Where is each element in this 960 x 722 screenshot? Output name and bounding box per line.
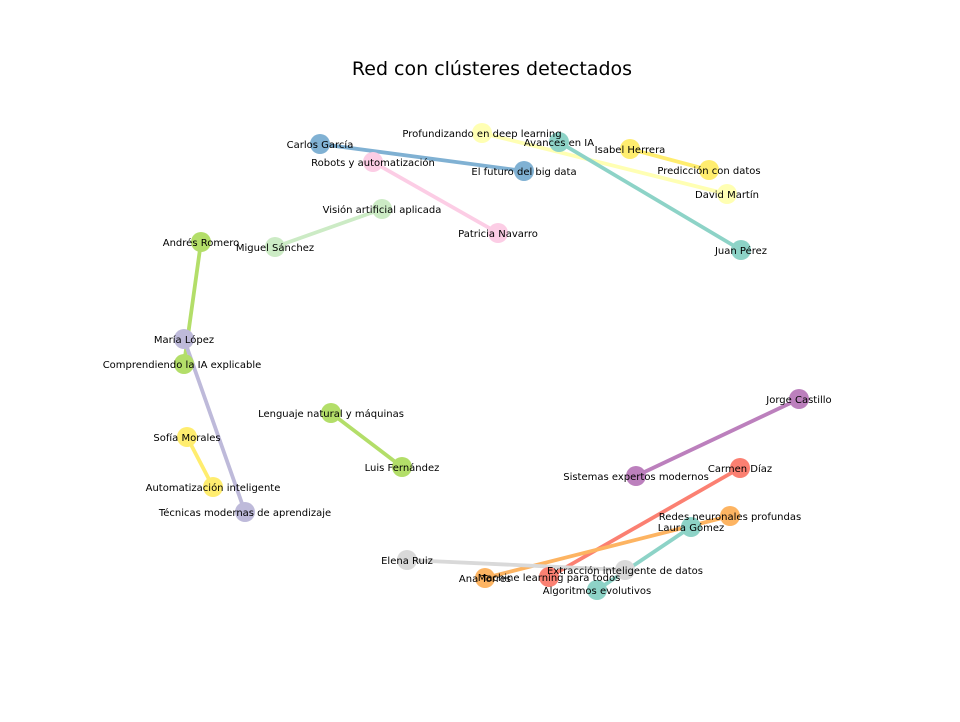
- node-label-andres: Andrés Romero: [163, 237, 239, 249]
- node-label-carmen: Carmen Díaz: [708, 463, 772, 475]
- edge-laura-algoritmos: [595, 525, 693, 592]
- edge-jorge-sistemas: [634, 397, 801, 478]
- node-futuro: [514, 161, 534, 181]
- node-label-patricia: Patricia Navarro: [458, 229, 538, 240]
- node-sofia: [177, 427, 197, 447]
- node-label-tecnicas: Técnicas modernas de aprendizaje: [158, 507, 331, 519]
- node-lenguaje: [321, 403, 341, 423]
- edge-carlos-futuro: [318, 142, 526, 173]
- node-label-sofia: Sofía Morales: [153, 432, 220, 444]
- node-juan: [731, 240, 751, 260]
- edge-isabel-prediccion: [628, 147, 711, 172]
- node-label-isabel: Isabel Herrera: [595, 145, 666, 156]
- node-ana: [475, 568, 495, 588]
- edge-robots-patricia: [371, 160, 500, 235]
- edge-lenguaje-luis: [329, 411, 404, 469]
- labels-layer: Carlos García El futuro del big data Robot…: [103, 129, 832, 597]
- node-label-profundizando: Profundizando en deep learning: [402, 129, 561, 140]
- chart-title: Red con clústeres detectados: [351, 58, 633, 80]
- nodes-layer: [174, 123, 809, 600]
- node-label-sistemas: Sistemas expertos modernos: [563, 472, 709, 483]
- node-label-automatizacion: Automatización inteligente: [146, 482, 281, 494]
- node-prediccion: [699, 160, 719, 180]
- node-label-elena: Elena Ruiz: [381, 556, 433, 567]
- node-label-robots: Robots y automatización: [311, 157, 435, 169]
- node-patricia: [488, 223, 508, 243]
- node-label-ana: Ana Torres: [459, 574, 511, 585]
- node-label-maria: María López: [154, 334, 214, 346]
- node-label-laura: Laura Gómez: [658, 522, 724, 534]
- node-luis: [392, 457, 412, 477]
- node-label-david: David Martín: [695, 189, 759, 201]
- node-extraccion: [615, 560, 635, 580]
- node-label-avances: Avances en IA: [524, 138, 594, 149]
- node-carmen: [730, 458, 750, 478]
- node-david: [717, 184, 737, 204]
- edge-carmen-machine: [547, 466, 742, 579]
- node-isabel: [620, 139, 640, 159]
- node-carlos: [310, 134, 330, 154]
- node-label-algoritmos: Algoritmos evolutivos: [543, 586, 651, 597]
- node-label-machine: Machine learning para todos: [478, 573, 621, 584]
- edge-elena-extraccion: [405, 558, 627, 572]
- node-tecnicas: [235, 502, 255, 522]
- node-miguel: [265, 237, 285, 257]
- node-andres: [191, 232, 211, 252]
- node-jorge: [789, 389, 809, 409]
- node-redes: [720, 506, 740, 526]
- node-comprendiendo: [174, 354, 194, 374]
- node-label-juan: Juan Pérez: [714, 245, 767, 257]
- node-label-prediccion: Predicción con datos: [657, 165, 760, 177]
- node-label-carlos: Carlos García: [287, 139, 354, 151]
- node-vision: [372, 199, 392, 219]
- node-profundizando: [472, 123, 492, 143]
- node-label-extraccion: Extracción inteligente de datos: [547, 565, 703, 577]
- node-label-miguel: Miguel Sánchez: [236, 242, 314, 254]
- node-algoritmos: [587, 580, 607, 600]
- edge-vision-miguel: [273, 207, 384, 249]
- node-label-luis: Luis Fernández: [365, 462, 440, 474]
- edge-maria-tecnicas: [182, 337, 247, 514]
- node-elena: [397, 550, 417, 570]
- node-laura: [681, 517, 701, 537]
- node-avances: [549, 132, 569, 152]
- node-label-lenguaje: Lenguaje natural y máquinas: [258, 408, 404, 420]
- edge-profundizando-david: [480, 131, 729, 196]
- node-label-vision: Visión artificial aplicada: [323, 204, 442, 216]
- node-sistemas: [626, 466, 646, 486]
- edges-layer: [182, 131, 801, 592]
- node-machine: [539, 567, 559, 587]
- node-robots: [363, 152, 383, 172]
- node-label-redes: Redes neuronales profundas: [659, 512, 801, 523]
- edge-avances-juan: [557, 140, 743, 252]
- node-label-futuro: El futuro del big data: [471, 167, 576, 178]
- node-label-jorge: Jorge Castillo: [765, 395, 831, 406]
- node-maria: [174, 329, 194, 349]
- node-label-comprendiendo: Comprendiendo la IA explicable: [103, 360, 262, 371]
- node-automatizacion: [203, 477, 223, 497]
